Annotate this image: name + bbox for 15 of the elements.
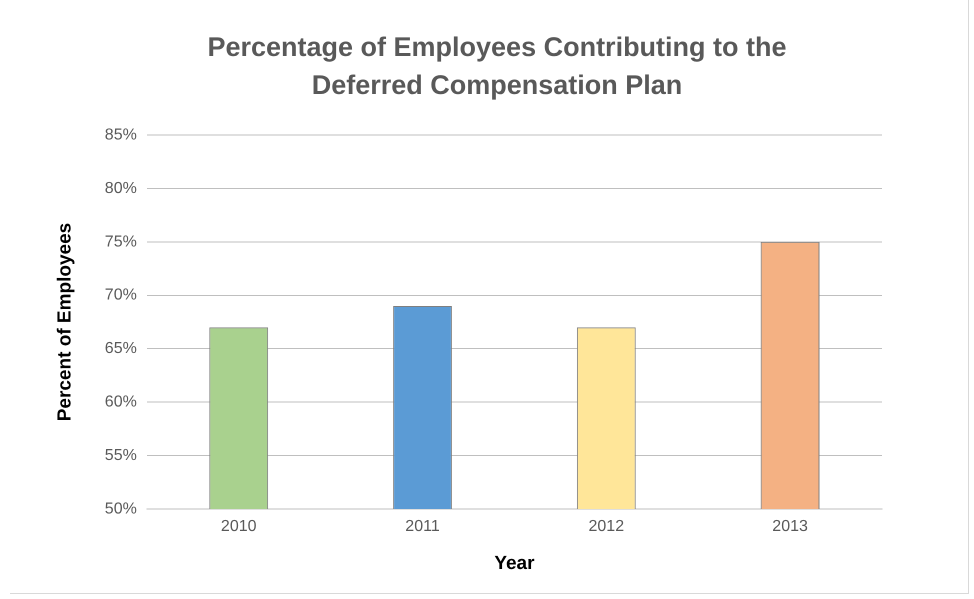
y-tick-label: 55% — [104, 446, 137, 464]
x-tick-label: 2012 — [588, 518, 624, 536]
y-tick-label: 80% — [104, 180, 137, 197]
y-tick-label: 70% — [104, 286, 137, 304]
y-tick-label: 85% — [104, 126, 137, 144]
y-axis-title: Percent of Employees — [54, 222, 76, 422]
y-tick-label: 65% — [104, 340, 137, 358]
x-tick-label: 2013 — [772, 518, 808, 536]
x-tick-label: 2010 — [220, 518, 257, 536]
x-axis-title: Year — [494, 552, 536, 574]
y-tick-label: 75% — [104, 233, 137, 250]
x-tick-label: 2011 — [405, 518, 440, 536]
y-tick-label: 50% — [104, 500, 137, 518]
chart-title: Percentage of Employees Contributing to the Deferred Compensation Plan — [206, 31, 788, 102]
y-tick-label: 60% — [104, 394, 137, 411]
